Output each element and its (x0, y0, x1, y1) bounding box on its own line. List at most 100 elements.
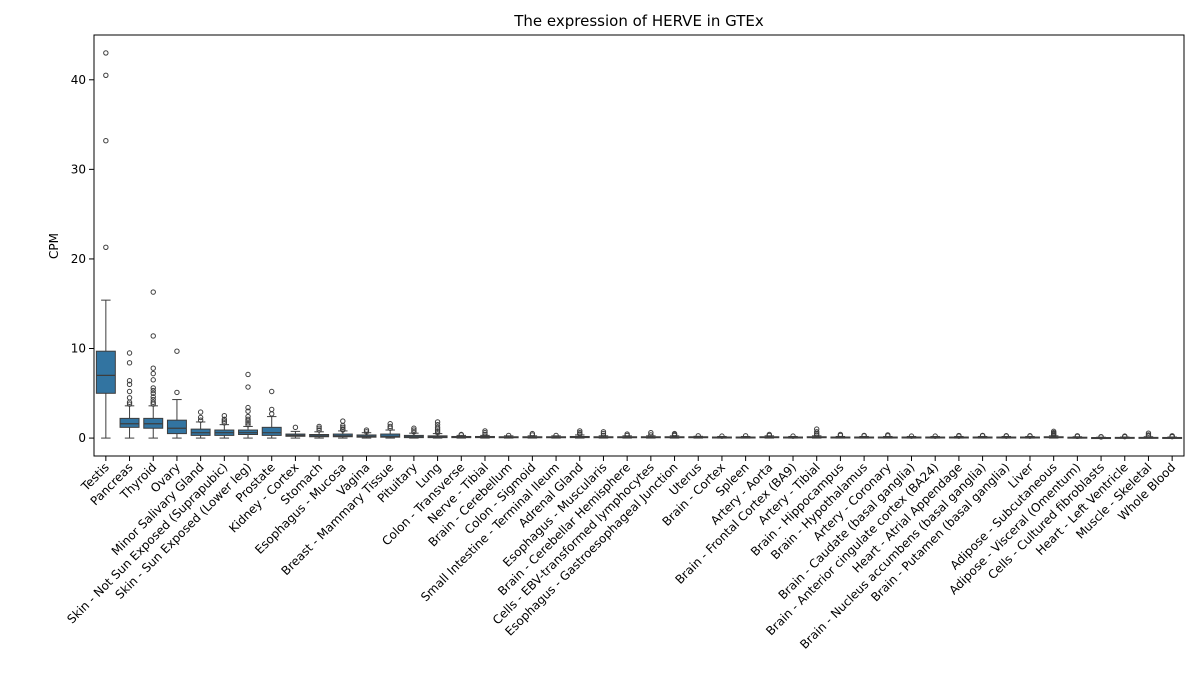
box-21 (593, 429, 614, 439)
outlier-point (150, 385, 156, 391)
outlier-point (600, 430, 607, 437)
outlier-point (245, 420, 251, 426)
outlier-point (150, 365, 156, 371)
box-9 (309, 423, 330, 439)
iqr-box (261, 426, 282, 436)
box-14 (427, 419, 448, 439)
outlier-point (245, 421, 251, 428)
outlier-point (150, 370, 156, 377)
outlier-point (174, 389, 180, 396)
outlier-point (292, 424, 299, 431)
plot-frame (93, 34, 1185, 457)
outlier-point (269, 388, 275, 395)
y-axis: 0 10 20 30 40 (71, 73, 94, 445)
outlier-point (600, 432, 607, 439)
outlier-point (387, 421, 393, 427)
outlier-point (1145, 430, 1152, 436)
outlier-point (600, 429, 607, 435)
outlier-point (103, 137, 109, 144)
box-29 (783, 433, 803, 439)
outlier-point (174, 348, 180, 354)
outlier-point (316, 425, 322, 431)
outlier-point (1145, 432, 1152, 438)
outlier-point (126, 360, 133, 366)
box-26 (711, 433, 732, 439)
outlier-point (434, 428, 441, 434)
outlier-point (505, 432, 512, 439)
outlier-point (221, 418, 228, 424)
outlier-point (126, 350, 133, 356)
outlier-point (126, 388, 133, 395)
outlier-point (411, 429, 417, 435)
outlier-point (529, 430, 536, 437)
outlier-point (150, 289, 156, 295)
outlier-point (340, 418, 346, 424)
outlier-point (126, 378, 133, 384)
iqr-box (119, 417, 140, 428)
outlier-point (1098, 433, 1104, 440)
box-36 (948, 432, 969, 439)
box-25 (688, 433, 709, 439)
box-44 (1138, 430, 1159, 439)
y-tick-label: 10 (71, 342, 86, 356)
box-23 (640, 430, 661, 439)
outlier-point (269, 406, 275, 413)
outlier-point (434, 430, 441, 436)
box-8 (285, 424, 306, 439)
box-31 (830, 431, 851, 439)
box-38 (996, 433, 1017, 439)
outlier-point (245, 384, 251, 390)
outlier-point (482, 428, 488, 434)
outlier-point (766, 431, 773, 438)
outlier-point (197, 409, 204, 415)
outlier-point (150, 377, 156, 383)
outlier-point (434, 424, 441, 431)
box-20 (569, 428, 590, 439)
outlier-point (482, 431, 488, 438)
outlier-point (861, 432, 867, 439)
outlier-point (411, 425, 417, 431)
y-tick-label: 0 (78, 431, 86, 445)
box-11 (356, 427, 377, 439)
box-17 (498, 432, 519, 439)
outlier-point (624, 431, 630, 437)
outlier-point (482, 430, 488, 436)
y-tick-label: 40 (71, 73, 86, 87)
outlier-point (197, 414, 204, 421)
box-12 (380, 421, 401, 439)
outlier-point (956, 432, 962, 439)
chart-title: The expression of HERVE in GTEx (513, 12, 764, 30)
box-39 (1020, 433, 1040, 439)
box-24 (664, 430, 685, 439)
box-4 (190, 409, 211, 439)
outlier-point (150, 396, 156, 403)
outlier-point (103, 72, 109, 79)
box-22 (617, 431, 638, 439)
outlier-point (790, 433, 796, 439)
outlier-point (245, 408, 251, 414)
box-3 (166, 348, 187, 439)
box-1 (119, 350, 140, 439)
outlier-point (316, 423, 322, 430)
box-32 (854, 432, 875, 439)
y-axis-label: CPM (47, 233, 61, 259)
box-40 (1043, 428, 1064, 439)
box-33 (877, 432, 898, 439)
outlier-point (150, 333, 156, 339)
outlier-point (150, 387, 156, 394)
outlier-point (340, 424, 346, 431)
box-28 (759, 431, 780, 439)
outlier-point (434, 421, 441, 428)
box-35 (925, 433, 946, 439)
outlier-point (126, 395, 133, 401)
outlier-point (340, 426, 346, 432)
outlier-point (814, 426, 820, 432)
outlier-point (1003, 433, 1009, 439)
box-18 (522, 430, 543, 439)
outlier-point (458, 431, 464, 438)
outlier-point (150, 394, 156, 400)
box-0 (95, 50, 116, 439)
outlier-point (814, 429, 820, 435)
boxes-group (95, 50, 1183, 440)
box-42 (1091, 433, 1112, 440)
